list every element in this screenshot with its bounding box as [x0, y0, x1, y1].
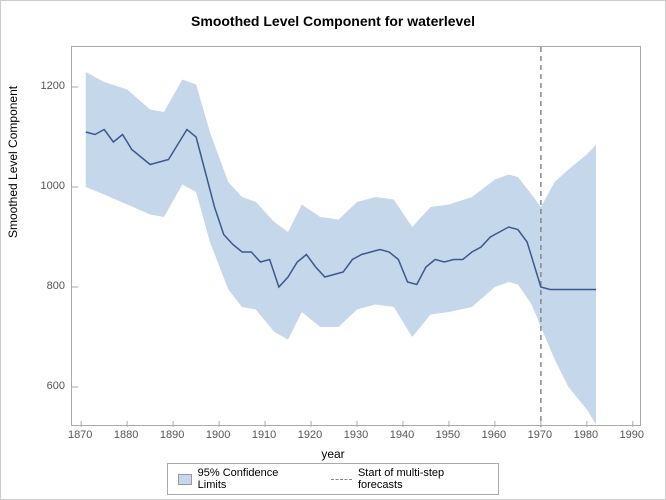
plot-area: [71, 46, 641, 426]
legend: 95% Confidence Limits Start of multi-ste…: [167, 463, 499, 495]
legend-label-confidence: 95% Confidence Limits: [198, 467, 307, 491]
x-tick-label: 1980: [574, 429, 598, 441]
x-tick-label: 1890: [160, 429, 184, 441]
x-tick-label: 1960: [482, 429, 506, 441]
x-tick-label: 1970: [528, 429, 552, 441]
y-tick-label: 800: [47, 280, 65, 292]
y-tick-label: 600: [47, 380, 65, 392]
chart-title: Smoothed Level Component for waterlevel: [1, 1, 665, 29]
x-axis-label: year: [321, 447, 344, 461]
confidence-band: [86, 72, 596, 425]
x-tick-label: 1940: [390, 429, 414, 441]
legend-swatch-dash: [331, 474, 352, 485]
plot-svg: [72, 47, 642, 427]
y-tick-label: 1200: [41, 80, 65, 92]
x-tick-label: 1950: [436, 429, 460, 441]
x-tick-label: 1910: [252, 429, 276, 441]
legend-label-forecast: Start of multi-step forecasts: [358, 467, 488, 491]
x-tick-label: 1920: [298, 429, 322, 441]
legend-swatch-band: [178, 474, 192, 485]
x-tick-label: 1870: [68, 429, 92, 441]
x-tick-label: 1900: [206, 429, 230, 441]
x-tick-label: 1990: [620, 429, 644, 441]
x-tick-label: 1880: [114, 429, 138, 441]
y-axis-label: Smoothed Level Component: [6, 86, 20, 238]
y-tick-label: 1000: [41, 180, 65, 192]
chart-container: Smoothed Level Component for waterlevel …: [0, 0, 666, 500]
x-tick-label: 1930: [344, 429, 368, 441]
